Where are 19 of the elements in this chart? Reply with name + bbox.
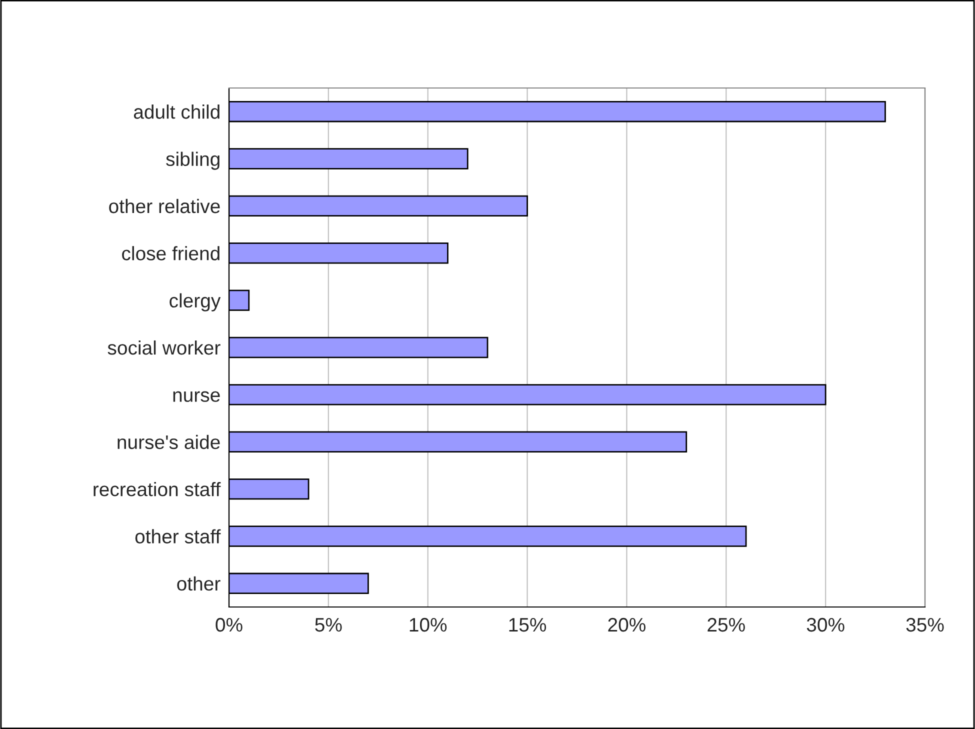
y-tick-label: nurse <box>173 391 220 402</box>
x-tick-label: 5% <box>315 618 342 632</box>
x-tick-label: 15% <box>509 618 546 632</box>
x-tick-label: 10% <box>410 618 447 632</box>
x-tick-label: 20% <box>608 618 646 632</box>
y-tick-label: close friend <box>122 246 220 260</box>
y-tick-label: sibling <box>166 152 220 170</box>
y-tick-label: other <box>177 576 220 591</box>
y-tick-label: clergy <box>170 293 221 312</box>
y-tick-label: other relative <box>109 198 220 214</box>
x-tick-label: 30% <box>806 618 844 632</box>
y-tick-label: social worker <box>108 340 220 355</box>
x-tick-label: 35% <box>906 618 944 632</box>
x-tick-label: 0% <box>216 618 242 632</box>
x-tick-label: 25% <box>708 618 745 632</box>
y-tick-label: adult child <box>134 104 220 119</box>
y-tick-label: nurse's aide <box>118 434 220 450</box>
y-tick-label: other staff <box>135 529 221 544</box>
y-tick-label: recreation staff <box>94 482 221 496</box>
